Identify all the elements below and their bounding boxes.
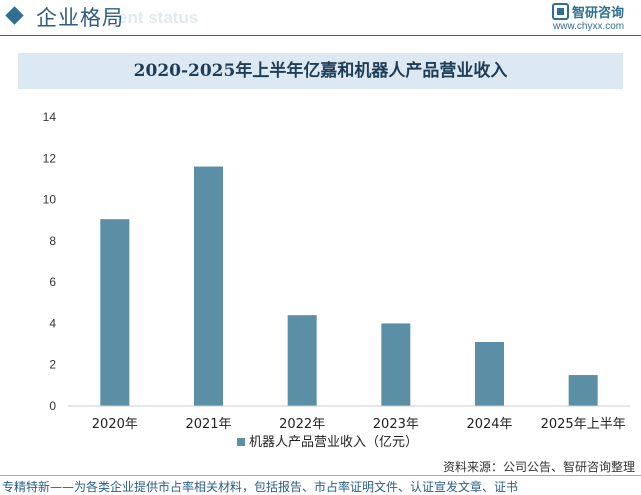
legend: 机器人产品营业收入（亿元）: [237, 435, 418, 450]
footer-divider: [0, 475, 641, 476]
x-tick-label: 2024年: [466, 417, 512, 432]
y-tick-label: 6: [49, 275, 56, 289]
x-tick-label: 2020年: [92, 417, 138, 432]
x-axis: 2020年 2021年 2022年 2023年 2024年 2025年上半年: [68, 405, 630, 432]
x-tick-label: 2021年: [185, 417, 231, 432]
y-tick-label: 10: [43, 193, 57, 207]
header-divider: [0, 35, 641, 36]
x-tick-label: 2025年上半年: [541, 417, 626, 432]
legend-label: 机器人产品营业收入（亿元）: [249, 435, 418, 450]
x-tick-label: 2022年: [279, 417, 325, 432]
logo-icon: [552, 3, 569, 20]
y-tick-label: 8: [49, 234, 56, 248]
y-tick-label: 14: [43, 110, 57, 124]
x-tick-label: 2023年: [373, 417, 419, 432]
section-title: 企业格局: [36, 6, 124, 30]
legend-swatch: [237, 438, 245, 446]
ghost-subtitle: ent status: [118, 8, 199, 27]
bar: [194, 166, 223, 406]
chart-title: 2020-2025年上半年亿嘉和机器人产品营业收入: [133, 61, 508, 81]
y-tick-label: 0: [49, 399, 56, 413]
source-note: 资料来源：公司公告、智研咨询整理: [442, 460, 635, 474]
y-tick-label: 12: [43, 151, 57, 165]
y-axis: 0 2 4 6 8 10 12 14: [43, 110, 57, 413]
logo-name: 智研咨询: [572, 6, 625, 21]
bar: [287, 315, 317, 406]
y-tick-label: 2: [49, 358, 56, 372]
bar: [100, 219, 130, 406]
bar: [475, 342, 504, 406]
chart-title-bar: 2020-2025年上半年亿嘉和机器人产品营业收入: [18, 53, 623, 89]
logo-url: www.chyxx.com: [553, 21, 625, 32]
footer-slogan: 专精特新——为各类企业提供市占率相关材料，包括报告、市占率证明文件、认证宣发文章…: [2, 480, 519, 494]
bar: [381, 323, 411, 406]
page-header: ent status 企业格局 智研咨询 www.chyxx.com: [0, 0, 641, 36]
y-tick-label: 4: [49, 316, 56, 330]
bar: [568, 375, 598, 406]
bars-group: [100, 166, 598, 406]
